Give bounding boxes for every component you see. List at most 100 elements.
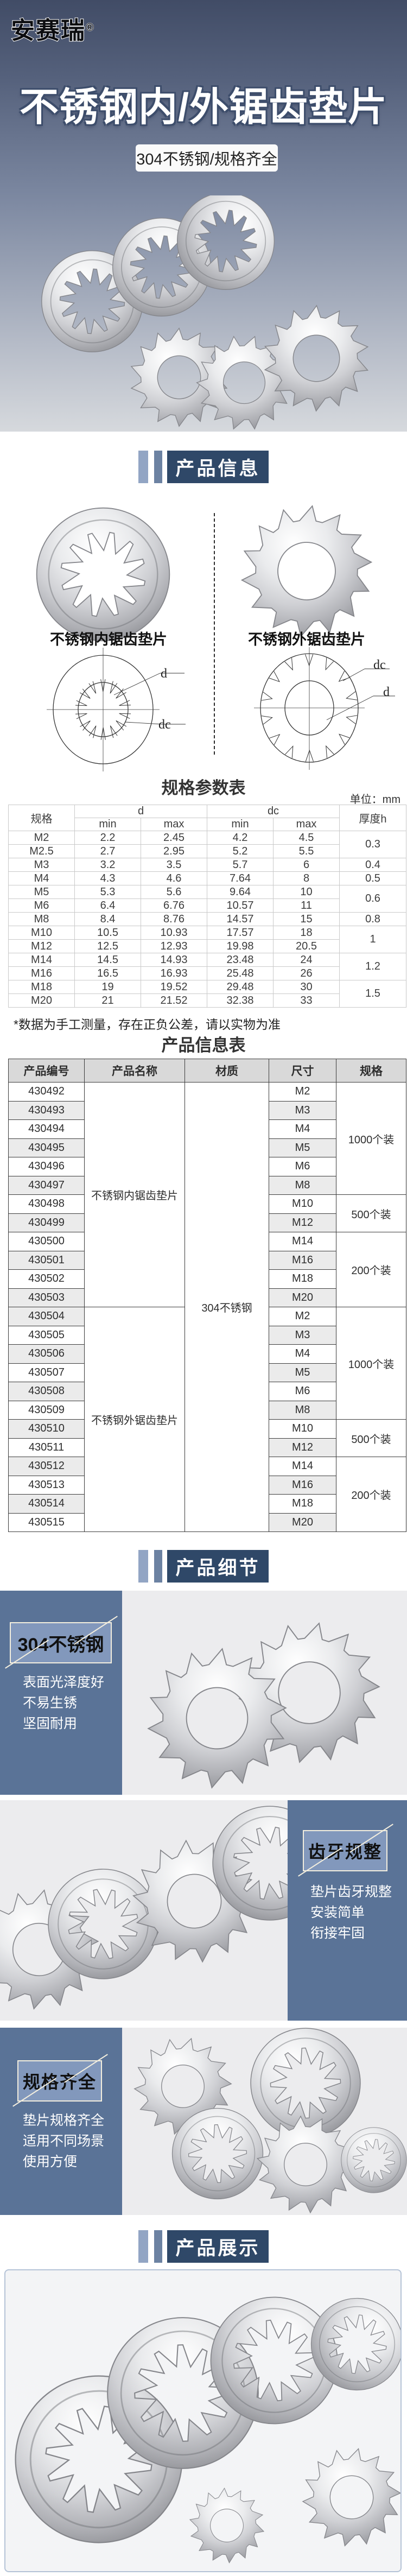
spec-table-title: 规格参数表 <box>161 779 246 798</box>
spec-row: M8 8.4 8.76 14.57 15 0.8 <box>8 912 406 926</box>
product-row: 430504 不锈钢外锯齿垫片 M2 1000个装 <box>8 1307 406 1532</box>
measurement-note: *数据为手工测量，存在正负公差，请以实物为准 <box>14 1017 281 1031</box>
internal-serrated-washer-image <box>212 1806 288 1921</box>
product-row: 430497 M8 <box>8 1175 406 1195</box>
accent-bar-icon <box>138 451 148 483</box>
showcase-frame <box>4 2269 402 2572</box>
detail-sidebar: 规格齐全 垫片规格齐全 适用不同场景 使用方便 <box>0 2028 122 2215</box>
product-row: 430502 M18 <box>8 1269 406 1289</box>
detail-text: 垫片齿牙规整 安装简单 衔接牢固 <box>310 1884 392 1941</box>
section-header-showcase: 产品展示 <box>138 2230 269 2263</box>
external-washer-diagram <box>254 647 395 770</box>
external-serrated-washer-image <box>240 505 373 637</box>
spec-row: M12 12.5 12.93 19.98 20.5 <box>8 939 406 953</box>
spec-row: M3 3.2 3.5 5.7 6 0.4 <box>8 858 406 872</box>
unit-label: 单位：mm <box>349 794 400 806</box>
detail-block-teeth: 齿牙规整 垫片齿牙规整 安装简单 衔接牢固 <box>0 1800 407 2021</box>
product-row: 430501 M16 <box>8 1250 406 1270</box>
product-row: 430503 M20 <box>8 1288 406 1307</box>
internal-washer-diagram <box>47 648 186 771</box>
section-title: 产品信息 <box>167 451 269 483</box>
product-row: 430510 M10 500个装 <box>8 1419 406 1457</box>
hero-badge: 304不锈钢/规格齐全 <box>136 144 278 172</box>
spec-row: M6 6.4 6.76 10.57 11 <box>8 898 406 913</box>
external-serrated-washer-image <box>264 305 369 412</box>
spec-row: M4 4.3 4.6 7.64 8 0.5 <box>8 871 406 885</box>
detail-text: 表面光泽度好 不易生锈 坚固耐用 <box>23 1675 105 1731</box>
spec-table: 规格 d dc 厚度h min max min max M2 2.2 2.45 4.2 4.5 0.3 M2… <box>8 805 406 1008</box>
hero-product-photo <box>0 195 407 432</box>
detail-photo <box>0 1800 288 2021</box>
section-header-detail: 产品细节 <box>138 1550 269 1583</box>
dim-d-label: d <box>383 685 390 699</box>
internal-washer-label: 不锈钢内锯齿垫片 <box>50 631 167 648</box>
showcase-photo <box>5 2270 400 2571</box>
dim-d-label: d <box>161 667 167 681</box>
internal-serrated-washer-image <box>48 1869 158 1979</box>
internal-serrated-washer-image <box>310 2297 400 2391</box>
spec-row: M14 14.5 14.93 23.48 24 1.2 <box>8 953 406 980</box>
product-row: 430500 M14 200个装 <box>8 1232 406 1307</box>
product-row: 430505 M3 <box>8 1325 406 1345</box>
detail-text: 垫片规格齐全 适用不同场景 使用方便 <box>23 2113 105 2169</box>
accent-bar-icon <box>138 2230 148 2263</box>
section-header-info: 产品信息 <box>138 451 269 483</box>
brand-name: 安赛瑞 <box>10 17 86 45</box>
product-row: 430513 M16 <box>8 1475 406 1495</box>
internal-serrated-washer-image <box>177 195 275 290</box>
section-title: 产品展示 <box>167 2230 269 2263</box>
hero-banner: 安赛瑞® 不锈钢内/外锯齿垫片 304不锈钢/规格齐全 <box>0 0 407 432</box>
product-table: 产品编号 产品名称 材质 尺寸 规格 430492 不锈钢内锯齿垫片 304不锈钢 M2 1000… <box>8 1059 406 1532</box>
spec-row: M2 2.2 2.45 4.2 4.5 0.3 <box>8 831 406 858</box>
external-serrated-washer-image <box>196 336 292 430</box>
product-row: 430498 M10 500个装 <box>8 1194 406 1232</box>
dashed-divider <box>214 513 215 755</box>
product-row: 430493 M3 <box>8 1100 406 1120</box>
accent-bar-icon <box>154 1550 162 1583</box>
brand-logo: 安赛瑞® <box>10 11 95 46</box>
accent-bar-icon <box>154 2230 162 2263</box>
detail-label: 304不锈钢 <box>10 1622 112 1663</box>
external-serrated-washer-image <box>189 2488 265 2564</box>
detail-label: 齿牙规整 <box>303 1830 387 1871</box>
accent-bar-icon <box>154 451 162 483</box>
spec-row: M16 16.5 16.93 25.48 26 <box>8 966 406 980</box>
section-title: 产品细节 <box>167 1550 269 1583</box>
spec-row: M5 5.3 5.6 9.64 10 0.6 <box>8 885 406 913</box>
detail-sidebar: 齿牙规整 垫片齿牙规整 安装简单 衔接牢固 <box>288 1800 407 2021</box>
detail-sidebar: 304不锈钢 表面光泽度好 不易生锈 坚固耐用 <box>0 1591 122 1795</box>
product-row: 430506 M4 <box>8 1344 406 1364</box>
external-serrated-washer-image <box>302 2448 400 2547</box>
product-row: 430514 M18 <box>8 1494 406 1514</box>
spec-row: M20 21 21.52 32.38 33 <box>8 993 406 1008</box>
product-row: 430496 M6 <box>8 1157 406 1176</box>
product-row: 430511 M12 <box>8 1438 406 1457</box>
product-row: 430495 M5 <box>8 1138 406 1157</box>
product-row: 430494 M4 <box>8 1119 406 1139</box>
external-serrated-washer-image <box>256 2115 355 2214</box>
spec-row: M10 10.5 10.93 17.57 18 1 <box>8 926 406 953</box>
internal-serrated-washer-image <box>36 507 170 642</box>
product-row: 430515 M20 <box>8 1512 406 1532</box>
product-row: 430508 M6 <box>8 1382 406 1401</box>
external-serrated-washer-image <box>147 1648 287 1789</box>
page-title: 不锈钢内/外锯齿垫片 <box>19 86 387 129</box>
detail-photo <box>122 1591 407 1795</box>
product-row: 430507 M5 <box>8 1363 406 1382</box>
internal-serrated-washer-image <box>171 2107 264 2200</box>
washer-comparison-photos <box>0 505 407 643</box>
registered-mark: ® <box>86 22 95 34</box>
dim-dc-label: dc <box>373 658 386 672</box>
product-row: 430509 M8 <box>8 1400 406 1420</box>
detail-block-sizes: 规格齐全 垫片规格齐全 适用不同场景 使用方便 <box>0 2028 407 2215</box>
detail-label: 规格齐全 <box>17 2060 102 2102</box>
product-row: 430512 M14 200个装 <box>8 1457 406 1532</box>
accent-bar-icon <box>138 1550 148 1583</box>
product-row: 430492 不锈钢内锯齿垫片 304不锈钢 M2 1000个装 <box>8 1082 406 1532</box>
internal-serrated-washer-image <box>341 2127 407 2193</box>
dim-dc-label: dc <box>158 718 171 732</box>
product-table-title: 产品信息表 <box>161 1036 246 1055</box>
detail-block-material: 304不锈钢 表面光泽度好 不易生锈 坚固耐用 <box>0 1591 407 1795</box>
detail-photo <box>122 2028 407 2215</box>
